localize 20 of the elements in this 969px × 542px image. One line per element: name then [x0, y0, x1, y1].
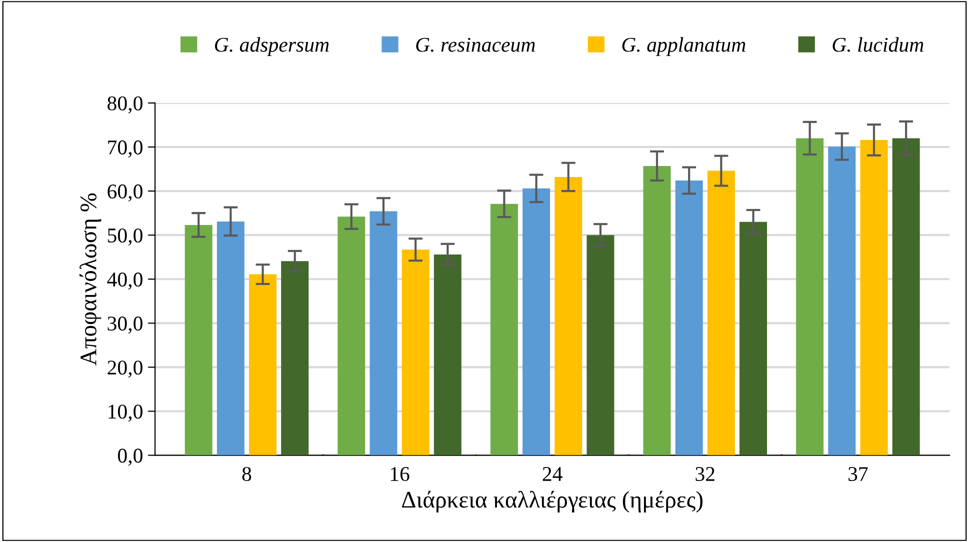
- legend-label: G. applanatum: [622, 37, 746, 56]
- legend-label: G. adspersum: [214, 37, 329, 56]
- legend-label: G. resinaceum: [416, 38, 535, 52]
- x-tick-label: 32: [696, 467, 714, 482]
- y-tick-label: 40,0: [107, 272, 142, 290]
- x-tick-label: 16: [390, 467, 410, 482]
- y-tick-label: 60,0: [108, 184, 142, 202]
- y-tick-label: 20,0: [108, 360, 142, 378]
- y-axis-title: Αποφαινόλωση %: [80, 193, 102, 366]
- legend-label: G. lucidum: [832, 37, 924, 52]
- x-axis-title: Διάρκεια καλλιέργειας (ημέρες): [402, 490, 703, 513]
- x-tick-label: 24: [542, 467, 562, 481]
- x-tick-label: 37: [848, 467, 868, 482]
- y-tick-label: 0,0: [118, 448, 142, 466]
- y-tick-label: 30,0: [108, 316, 142, 334]
- x-tick-label: 8: [242, 466, 252, 482]
- y-tick-label: 80,0: [108, 96, 142, 114]
- y-tick-label: 70,0: [108, 140, 142, 158]
- y-tick-label: 10,0: [108, 404, 142, 422]
- y-tick-label: 50,0: [108, 228, 142, 246]
